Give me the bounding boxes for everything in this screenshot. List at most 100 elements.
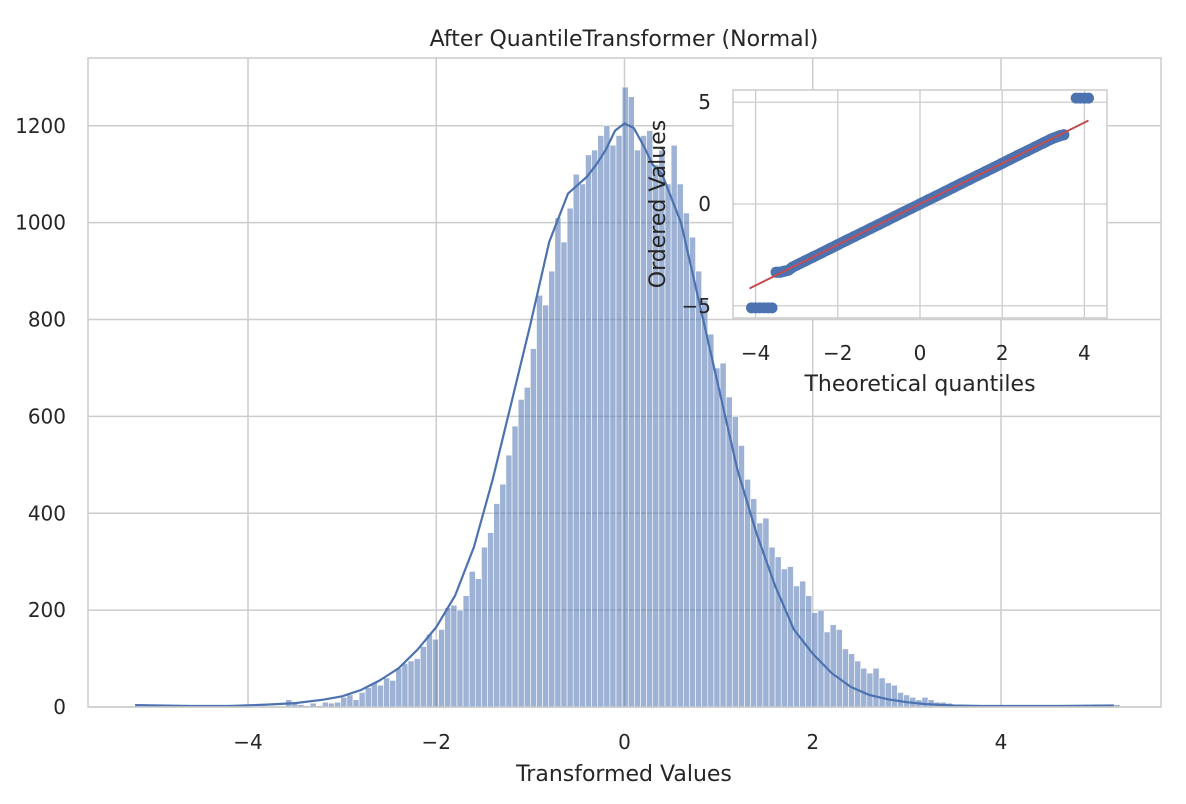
histogram-bar (884, 682, 892, 708)
histogram-bar (389, 680, 397, 708)
histogram-bar (548, 270, 556, 708)
histogram-bar (676, 183, 684, 708)
main-x-tick-label: −4 (233, 730, 262, 754)
main-y-tick-label: 800 (28, 308, 66, 332)
histogram-bar (536, 295, 543, 708)
histogram-bar (444, 607, 452, 708)
histogram-bar (579, 183, 586, 708)
histogram-bar (530, 348, 537, 708)
inset-y-tick-labels: −5 0 5 (682, 90, 711, 318)
histogram-bar (762, 517, 770, 708)
histogram-bar (701, 299, 709, 708)
inset-plot-frame (732, 89, 1108, 319)
qq-point (1083, 92, 1095, 104)
histogram-bar (499, 483, 507, 708)
histogram-bar (475, 578, 482, 708)
histogram-bar (438, 629, 446, 708)
main-y-tick-label: 0 (53, 695, 66, 719)
histogram-bar (615, 135, 623, 708)
inset-x-tick-label: −4 (741, 341, 770, 365)
histogram-bar (432, 638, 439, 708)
inset-x-tick-label: 0 (914, 341, 927, 365)
inset-x-tick-label: 4 (1078, 341, 1091, 365)
histogram-bar (487, 532, 494, 708)
histogram-bar (481, 546, 488, 708)
histogram-bar (811, 612, 819, 708)
inset-y-axis-label: Ordered Values (646, 120, 671, 288)
main-y-tick-label: 600 (28, 404, 66, 428)
main-y-tick-label: 1200 (15, 114, 66, 138)
histogram-bar (419, 646, 427, 708)
main-x-tick-label: 2 (806, 730, 819, 754)
histogram-bar (450, 604, 458, 708)
main-x-axis-label: Transformed Values (515, 762, 732, 787)
histogram-bar (683, 212, 690, 708)
histogram-bar (542, 304, 550, 708)
histogram-bar (835, 629, 843, 708)
histogram-bar (627, 96, 635, 708)
histogram-bar (413, 658, 421, 708)
inset-y-tick-label: 0 (698, 192, 711, 216)
histogram-bar (891, 684, 898, 708)
histogram-bar (609, 144, 617, 708)
histogram-bar (371, 682, 378, 708)
histogram-bar (523, 387, 531, 708)
histogram-bar (426, 634, 433, 708)
histogram-bar (774, 556, 782, 708)
histogram-bar (407, 660, 415, 708)
histogram-bar (695, 270, 702, 708)
histogram-bar (597, 135, 605, 708)
inset-x-axis-label: Theoretical quantiles (803, 372, 1035, 397)
histogram-bar (395, 667, 403, 708)
inset-x-tick-label: 2 (996, 341, 1009, 365)
main-x-tick-label: −2 (422, 730, 451, 754)
histogram-bar (866, 672, 874, 708)
histogram-bar (340, 697, 348, 708)
inset-x-tick-label: −2 (823, 341, 852, 365)
histogram-bar (780, 568, 788, 708)
histogram-bar (517, 399, 525, 708)
inset-x-tick-labels: −4 −2 0 2 4 (741, 341, 1091, 365)
histogram-bar (572, 173, 580, 708)
histogram-bar (456, 609, 464, 708)
inset-y-tick-label: 5 (698, 90, 711, 114)
histogram-bar (554, 217, 562, 708)
histogram-bar (829, 624, 837, 708)
main-x-tick-label: 0 (618, 730, 631, 754)
histogram-bar (793, 585, 800, 708)
histogram-bar (468, 571, 476, 708)
histogram-bar (707, 333, 715, 708)
histogram-bar (493, 503, 501, 708)
histogram-bar (560, 241, 568, 708)
inset-y-tick-label: −5 (682, 294, 711, 318)
inset-grid (733, 90, 1107, 318)
histogram-bar (352, 699, 360, 708)
histogram-bar (377, 684, 384, 708)
histogram-bar (358, 692, 366, 708)
main-y-tick-label: 1000 (15, 211, 66, 235)
main-y-tick-labels: 0 200 400 600 800 1000 1200 (15, 114, 66, 719)
histogram-bar (401, 663, 409, 708)
main-x-tick-label: 4 (995, 730, 1008, 754)
histogram-bar (854, 660, 862, 708)
histogram-bar (860, 667, 868, 708)
main-plot-frame (87, 57, 1162, 708)
main-y-tick-label: 400 (28, 501, 66, 525)
histogram-bar (603, 125, 611, 708)
histogram-bar (462, 595, 470, 708)
main-y-tick-label: 200 (28, 598, 66, 622)
histogram-bar (787, 566, 794, 708)
kde-curve (135, 122, 1114, 708)
histogram-bar (591, 149, 598, 708)
histogram-bar (346, 694, 354, 708)
histogram-bar (713, 367, 721, 708)
histogram-bar (848, 653, 855, 708)
histogram-bar (842, 648, 849, 708)
histogram-bar (878, 677, 886, 708)
histogram-bar (505, 454, 513, 708)
histogram-bar (921, 697, 929, 708)
histogram-bar (634, 149, 641, 708)
inset-qq-plot-axes: −4 −2 0 2 4 −5 0 5 Theoretical quantiles Order… (646, 89, 1108, 397)
main-chart-title: After QuantileTransformer (Normal) (430, 27, 819, 52)
